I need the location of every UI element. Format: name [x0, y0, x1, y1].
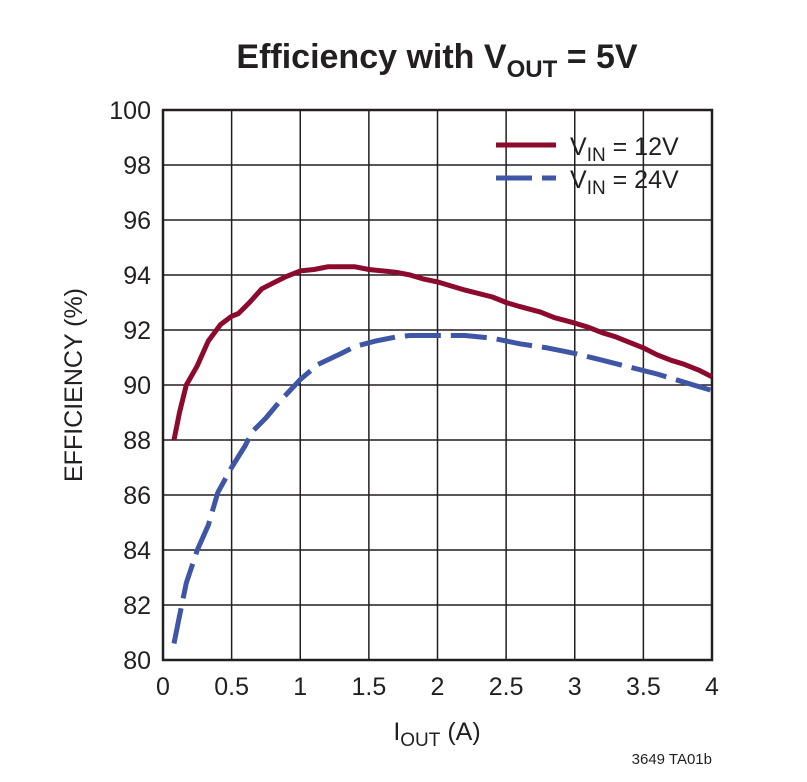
- y-tick-label: 86: [123, 482, 151, 510]
- x-tick-label: 0.5: [214, 673, 249, 701]
- y-tick-label: 100: [109, 97, 151, 125]
- y-tick-label: 96: [123, 207, 151, 235]
- figure-code: 3649 TA01b: [632, 751, 712, 768]
- x-tick-label: 0: [156, 673, 170, 701]
- x-tick-label: 1: [293, 673, 307, 701]
- y-axis-label: EFFICIENCY (%): [60, 288, 88, 482]
- legend-label-vin-12v: VIN = 12V: [570, 133, 679, 166]
- chart-title-sub: OUT: [507, 56, 558, 83]
- y-tick-label: 90: [123, 372, 151, 400]
- x-axis-label: IOUT (A): [393, 718, 480, 751]
- series-line-vin-12v: [171, 264, 714, 441]
- y-tick-label: 94: [123, 262, 151, 290]
- y-tick-label: 92: [123, 317, 151, 345]
- chart-title-main: Efficiency with V: [236, 38, 506, 76]
- x-tick-labels: 0 0.5 1 1.5 2 2.5 3 3.5 4: [156, 673, 719, 701]
- y-tick-label: 84: [123, 537, 151, 565]
- plot-frame: [161, 108, 714, 662]
- chart-title-tail: = 5V: [557, 38, 638, 76]
- x-tick-label: 2: [431, 673, 445, 701]
- y-tick-label: 80: [123, 647, 151, 675]
- x-tick-label: 2.5: [489, 673, 524, 701]
- series-layer: [171, 264, 714, 644]
- chart-title: Efficiency with VOUT = 5V: [236, 38, 638, 83]
- y-tick-label: 82: [123, 592, 151, 620]
- legend: VIN = 12V VIN = 24V: [496, 133, 679, 199]
- x-tick-label: 3: [568, 673, 582, 701]
- series-line-vin-24v: [171, 333, 713, 644]
- y-tick-label: 98: [123, 152, 151, 180]
- x-tick-label: 4: [705, 673, 719, 701]
- grid-layer: [162, 109, 713, 661]
- y-tick-label: 88: [123, 427, 151, 455]
- x-tick-label: 3.5: [626, 673, 661, 701]
- legend-label-vin-24v: VIN = 24V: [570, 166, 679, 199]
- x-tick-label: 1.5: [351, 673, 386, 701]
- y-tick-labels: 80 82 84 86 88 90 92 94 96 98 100: [109, 97, 151, 675]
